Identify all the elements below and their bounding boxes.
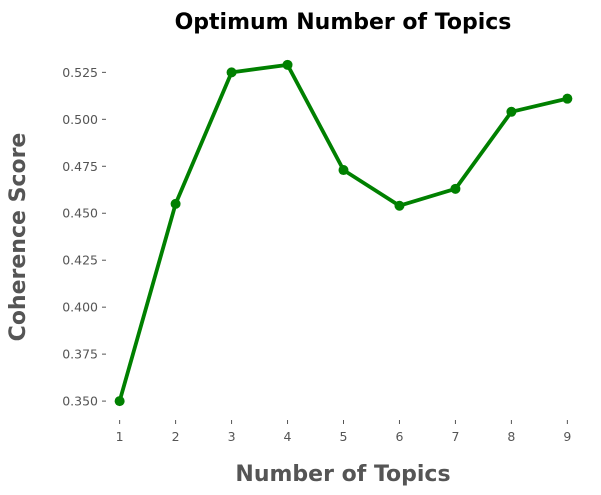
y-tick-label: 0.525 bbox=[62, 65, 98, 80]
data-point bbox=[562, 93, 573, 104]
y-tick-label: 0.425 bbox=[62, 253, 98, 268]
y-axis: 0.350 0.375 0.400 0.425 0.450 0.475 0.500 0.525 bbox=[62, 65, 106, 409]
x-axis: 1 2 3 4 5 6 7 8 9 bbox=[116, 420, 571, 444]
data-point bbox=[226, 67, 237, 78]
x-tick-label: 2 bbox=[172, 429, 180, 444]
x-axis-label: Number of Topics bbox=[235, 462, 450, 487]
data-point bbox=[394, 200, 405, 211]
x-tick-label: 3 bbox=[228, 429, 236, 444]
y-tick-label: 0.500 bbox=[62, 112, 98, 127]
x-tick-label: 7 bbox=[451, 429, 459, 444]
x-tick-label: 8 bbox=[507, 429, 515, 444]
y-tick-label: 0.375 bbox=[62, 347, 98, 362]
chart-title: Optimum Number of Topics bbox=[175, 10, 512, 35]
data-point bbox=[338, 165, 349, 176]
y-tick-label: 0.400 bbox=[62, 300, 98, 315]
x-tick-label: 5 bbox=[340, 429, 348, 444]
y-axis-label: Coherence Score bbox=[6, 133, 31, 342]
x-tick-label: 9 bbox=[563, 429, 571, 444]
data-point bbox=[450, 183, 461, 194]
x-tick-label: 1 bbox=[116, 429, 124, 444]
x-tick-label: 6 bbox=[395, 429, 403, 444]
series-line bbox=[117, 62, 570, 403]
data-point bbox=[114, 396, 125, 407]
data-point bbox=[170, 198, 181, 209]
x-tick-label: 4 bbox=[284, 429, 292, 444]
data-point bbox=[506, 106, 517, 117]
series-markers bbox=[114, 59, 573, 407]
data-point bbox=[282, 59, 293, 70]
y-tick-label: 0.450 bbox=[62, 206, 98, 221]
y-tick-label: 0.350 bbox=[62, 394, 98, 409]
y-tick-label: 0.475 bbox=[62, 159, 98, 174]
